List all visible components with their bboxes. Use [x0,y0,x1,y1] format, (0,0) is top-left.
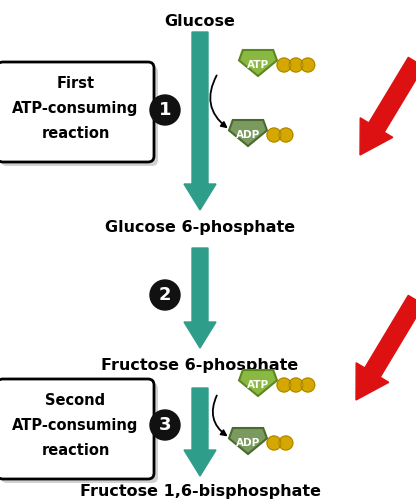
Text: 1: 1 [159,101,171,119]
Polygon shape [239,370,277,396]
Text: ATP-consuming: ATP-consuming [12,418,139,433]
Circle shape [279,436,293,450]
Text: ATP: ATP [247,380,269,390]
Text: reaction: reaction [41,126,110,141]
Text: Fructose 6-phosphate: Fructose 6-phosphate [102,358,299,373]
Text: ATP-consuming: ATP-consuming [12,101,139,116]
Text: Glucose: Glucose [165,14,235,29]
Text: Glucose 6-phosphate: Glucose 6-phosphate [105,220,295,235]
Circle shape [301,378,315,392]
FancyBboxPatch shape [0,379,154,479]
Text: ADP: ADP [236,438,260,448]
FancyArrow shape [184,32,216,210]
Text: 3: 3 [159,416,171,434]
Circle shape [150,280,180,310]
Circle shape [301,58,315,72]
Circle shape [289,58,303,72]
Circle shape [279,128,293,142]
Circle shape [277,378,291,392]
Text: 2: 2 [159,286,171,304]
Text: Fructose 1,6-bisphosphate: Fructose 1,6-bisphosphate [79,484,320,499]
FancyBboxPatch shape [0,62,154,162]
Circle shape [289,378,303,392]
Polygon shape [229,120,267,146]
FancyArrow shape [184,388,216,476]
Text: Second: Second [45,393,106,408]
Text: First: First [57,76,94,91]
Circle shape [267,128,281,142]
FancyArrow shape [360,57,416,155]
Circle shape [267,436,281,450]
FancyBboxPatch shape [1,66,158,166]
Circle shape [150,410,180,440]
Circle shape [150,95,180,125]
Text: reaction: reaction [41,443,110,458]
Polygon shape [239,50,277,76]
FancyBboxPatch shape [1,383,158,483]
FancyArrow shape [356,295,416,400]
FancyArrow shape [184,248,216,348]
Circle shape [277,58,291,72]
Text: ATP: ATP [247,60,269,70]
Text: ADP: ADP [236,130,260,140]
Polygon shape [229,428,267,454]
